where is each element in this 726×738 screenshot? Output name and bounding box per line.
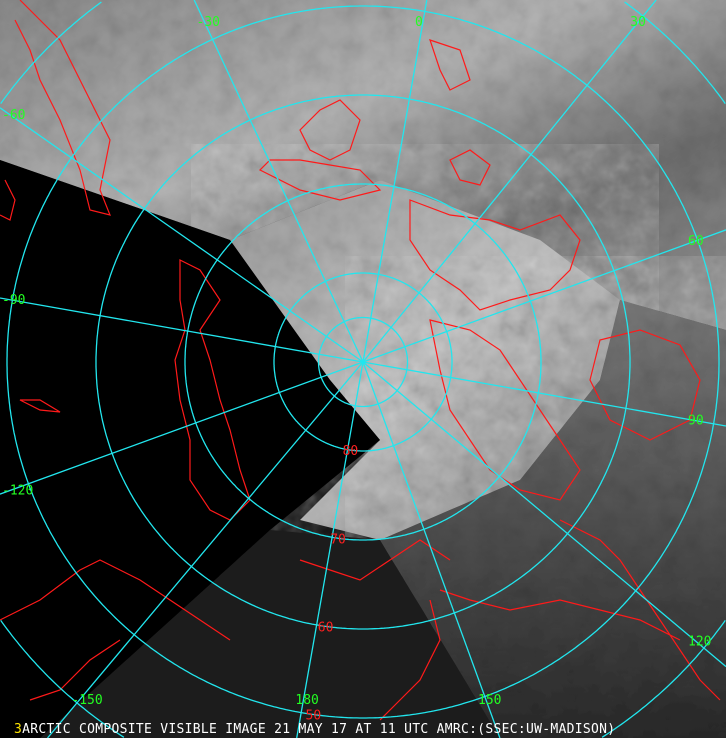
graticule-labels: 0 30 -30 60 -60 90 -90 120 -120 150 -150 180 80 70 60 5… (2, 15, 711, 724)
latitude-label: 50 (306, 709, 322, 724)
coastline (258, 159, 382, 201)
longitude-label: 180 (295, 693, 318, 708)
longitude-label: -120 (2, 484, 33, 499)
longitude-label: -150 (71, 693, 102, 708)
coastline (449, 149, 491, 186)
image-caption: 3ARCTIC COMPOSITE VISIBLE IMAGE 21 MAY 1… (14, 722, 615, 737)
imagery-arctic-ice (230, 180, 620, 540)
meridian-line (362, 361, 726, 668)
coastline (429, 39, 471, 91)
meridian-line (47, 361, 364, 738)
meridian-line (362, 0, 428, 363)
meridian-line (296, 361, 364, 738)
coastlines (0, 0, 721, 721)
meridian-line (0, 361, 364, 495)
imagery-pacific (40, 530, 500, 738)
coastline (299, 99, 361, 161)
meridian-line (0, 107, 364, 363)
latitude-circle-60 (95, 94, 631, 630)
longitude-label: -30 (197, 15, 220, 30)
coastline (174, 259, 251, 521)
coastline (0, 559, 231, 641)
longitude-label: 90 (688, 414, 704, 429)
latitude-circle-70 (184, 183, 542, 541)
coastline (19, 399, 61, 413)
meridian-line (193, 0, 364, 363)
meridian-line (362, 0, 657, 363)
coastline (0, 179, 16, 221)
coastline (29, 639, 121, 701)
coastline (299, 539, 451, 581)
longitude-label: 30 (630, 15, 646, 30)
longitude-label: 120 (688, 634, 711, 649)
longitude-label: -60 (2, 108, 25, 123)
caption-text: ARCTIC COMPOSITE VISIBLE IMAGE 21 MAY 17… (22, 722, 616, 737)
latitude-label: 70 (330, 532, 346, 547)
latitude-label: 80 (343, 444, 359, 459)
meridian-line (362, 361, 726, 427)
latitude-circle-80 (273, 272, 453, 452)
latitude-label: 60 (318, 620, 334, 635)
coastline (429, 319, 581, 501)
coastline (14, 0, 111, 216)
longitude-label: 60 (688, 234, 704, 249)
longitude-label: 0 (415, 15, 423, 30)
meridian-line (362, 229, 726, 363)
latitude-circle-85 (317, 316, 409, 408)
imagery-siberia (380, 300, 726, 738)
coastline (559, 519, 721, 701)
coastline (439, 589, 681, 641)
frame-number: 3 (14, 722, 23, 737)
meridian-line (362, 361, 501, 738)
meridian-line (0, 297, 364, 363)
longitude-label: 150 (478, 693, 501, 708)
longitude-label: -90 (2, 293, 25, 308)
latitude-circle-50 (6, 5, 720, 719)
coastline (379, 599, 441, 721)
